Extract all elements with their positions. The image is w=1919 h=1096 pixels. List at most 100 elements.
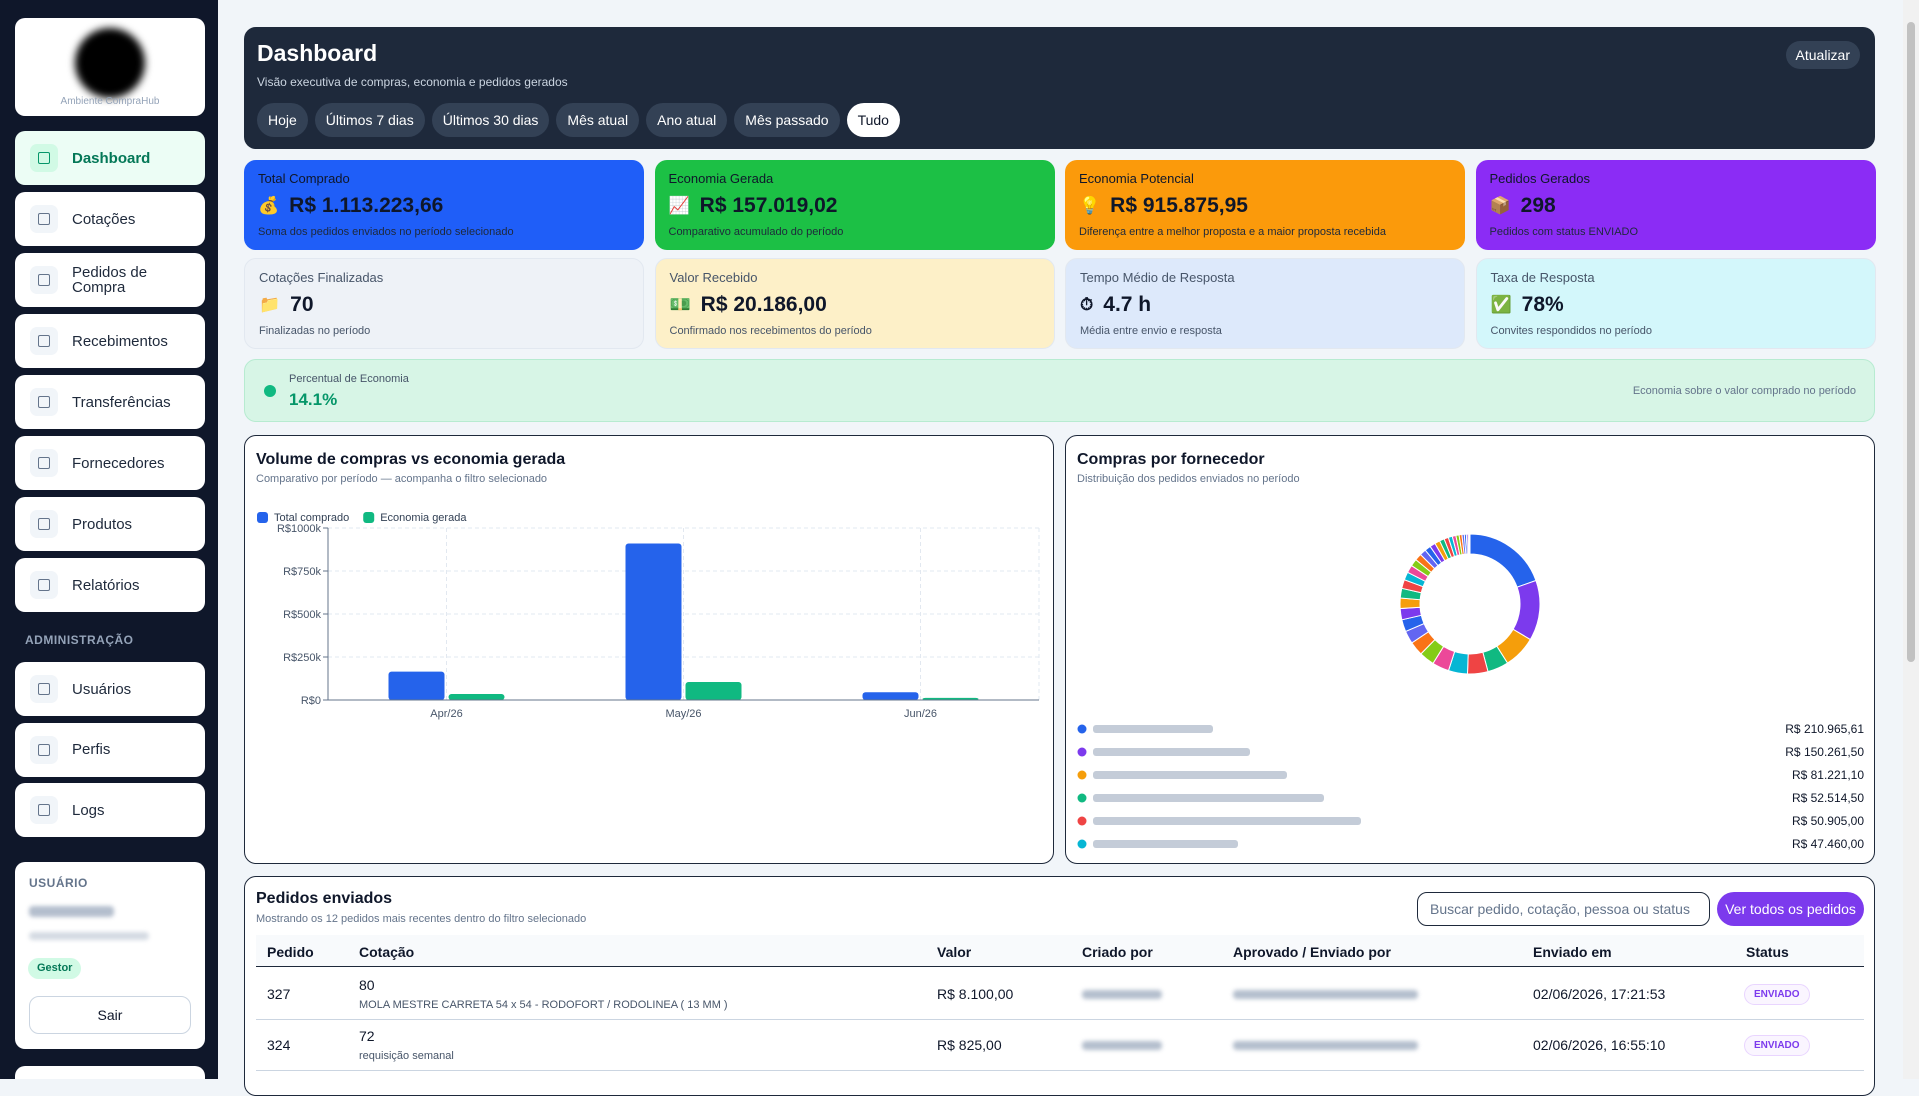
page-subtitle: Visão executiva de compras, economia e p…: [257, 75, 568, 89]
kpi-number: 4.7 h: [1103, 293, 1152, 316]
legend-value: R$ 47.460,00: [1792, 837, 1864, 851]
kpi-label: Pedidos Gerados: [1489, 171, 1590, 186]
kpi-card: Economia Gerada 📈 R$ 157.019,02 Comparativo…: [654, 160, 1055, 250]
kpi-value: 📁 70: [259, 293, 314, 317]
kpi-value: 💰 R$ 1.113.223,66: [258, 194, 443, 218]
sidebar: Ambiente CompraHub Dashboard Cotações Pedid…: [0, 0, 218, 1079]
y-tick-label: R$1000k: [277, 523, 322, 535]
quote-number: 72: [359, 1028, 375, 1044]
nav-item[interactable]: Perfis: [15, 722, 205, 777]
nav-item[interactable]: Transferências: [15, 375, 205, 429]
filter-button[interactable]: Últimos 7 dias: [314, 103, 425, 137]
nav-label: Cotações: [72, 210, 136, 228]
kpi-value: ✅ 78%: [1491, 293, 1564, 317]
kpi-card: Pedidos Gerados 📦 298 Pedidos com status EN…: [1475, 160, 1876, 250]
nav-item[interactable]: Pedidos de Compra: [15, 253, 205, 307]
filter-button[interactable]: Últimos 30 dias: [431, 103, 550, 137]
legend-swatch: [257, 512, 268, 523]
kpi-label: Total Comprado: [258, 171, 350, 186]
kpi-icon: 💵: [669, 295, 691, 314]
orders-card: Pedidos enviados Mostrando os 12 pedidos …: [244, 876, 1875, 1096]
filter-button[interactable]: Mês atual: [556, 103, 640, 137]
nav-label: Produtos: [72, 515, 133, 533]
column-header: Valor: [937, 944, 972, 960]
bar: [448, 693, 505, 700]
table-header-row: [256, 935, 1864, 967]
kpi-card: Cotações Finalizadas 📁 70 Finalizadas no pe…: [244, 258, 644, 349]
kpi-note: Pedidos com status ENVIADO: [1489, 226, 1639, 238]
x-tick-label: May/26: [665, 708, 701, 720]
user-label: USUÁRIO: [29, 876, 88, 890]
pie-slice: [1512, 579, 1541, 641]
nav-item[interactable]: Logs: [15, 783, 205, 837]
table-subtitle: Mostrando os 12 pedidos mais recentes de…: [256, 913, 587, 925]
bar: [625, 543, 682, 700]
role-badge: Gestor: [28, 958, 82, 979]
table-row: [256, 969, 1864, 1020]
nav-item[interactable]: Dashboard: [15, 131, 205, 185]
redacted-supplier-name: [1093, 725, 1213, 733]
chart: Volume de compras vs economia gerada Comp…: [256, 451, 1040, 720]
nav-icon: [30, 388, 58, 416]
column-header: Enviado em: [1533, 944, 1612, 960]
icon-glyph: [38, 152, 50, 164]
nav-item[interactable]: Produtos: [15, 497, 205, 551]
nav-icon: [30, 144, 58, 172]
icon-glyph: [38, 743, 50, 756]
nav-item[interactable]: Relatórios: [15, 558, 205, 612]
kpi-card: Economia Potencial 💡 R$ 915.875,95 Diferenç…: [1065, 160, 1465, 250]
logo-card: Ambiente CompraHub: [15, 18, 205, 116]
view-all-button[interactable]: Ver todos os pedidos: [1717, 892, 1864, 926]
filter-button[interactable]: Tudo: [846, 103, 900, 137]
table-title: Pedidos enviados: [256, 890, 393, 907]
quote-description: MOLA MESTRE CARRETA 54 x 54 - RODOFORT /…: [359, 999, 728, 1011]
kpi-icon: 📈: [668, 196, 690, 215]
nav-icon: [30, 266, 58, 294]
icon-glyph: [38, 274, 50, 286]
x-tick-label: Apr/26: [430, 708, 462, 720]
kpi-card: Total Comprado 💰 R$ 1.113.223,66 Soma dos p…: [244, 160, 644, 250]
nav-icon: [30, 571, 58, 599]
chart-title: Compras por fornecedor: [1077, 451, 1265, 468]
nav-icon: [30, 735, 58, 764]
kpi-value: 💵 R$ 20.186,00: [670, 293, 827, 317]
filter-button[interactable]: Mês passado: [734, 103, 840, 137]
icon-glyph: [38, 457, 50, 469]
redacted-supplier-name: [1093, 771, 1287, 779]
filter-button[interactable]: Hoje: [257, 103, 308, 137]
sent-date: 02/06/2026, 17:21:53: [1533, 986, 1666, 1002]
nav-label: Pedidos de Compra: [72, 264, 148, 296]
filter-button[interactable]: Ano atual: [646, 103, 728, 137]
legend-label: Economia gerada: [380, 512, 467, 524]
search-input[interactable]: Buscar pedido, cotação, pessoa ou status: [1417, 892, 1710, 926]
refresh-button[interactable]: Atualizar: [1785, 41, 1860, 69]
redacted-supplier-name: [1093, 840, 1238, 848]
kpi-note: Confirmado nos recebimentos do período: [669, 325, 872, 337]
redacted-supplier-name: [1093, 748, 1250, 756]
icon-glyph: [38, 213, 50, 225]
chart-title: Volume de compras vs economia gerada: [256, 451, 565, 468]
nav-item[interactable]: Usuários: [15, 662, 205, 716]
nav-icon: [30, 205, 58, 233]
nav-item[interactable]: Recebimentos: [15, 314, 205, 368]
chart-subtitle: Distribuição dos pedidos enviados no per…: [1077, 473, 1300, 485]
kpi-card: Taxa de Resposta ✅ 78% Convites respondidos…: [1475, 258, 1876, 349]
logout-button[interactable]: Sair: [29, 996, 191, 1034]
nav-item[interactable]: Cotações: [15, 192, 205, 246]
nav-label: Dashboard: [72, 149, 151, 167]
nav-icon: [30, 510, 58, 538]
y-tick-label: R$250k: [283, 652, 321, 664]
icon-glyph: [38, 683, 50, 695]
nav-label: Perfis: [72, 741, 111, 758]
redacted-approver: [1233, 990, 1418, 999]
column-header: Status: [1746, 944, 1789, 960]
status-badge: ENVIADO: [1744, 984, 1810, 1005]
kpi-label: Cotações Finalizadas: [259, 270, 384, 285]
status-badge: ENVIADO: [1744, 1035, 1810, 1056]
nav-item[interactable]: Fornecedores: [15, 436, 205, 490]
scrollbar: [1903, 0, 1919, 1079]
section-label: ADMINISTRAÇÃO: [25, 633, 134, 647]
nav-icon: [30, 675, 58, 703]
kpi-value: ⏱ 4.7 h: [1080, 293, 1151, 317]
